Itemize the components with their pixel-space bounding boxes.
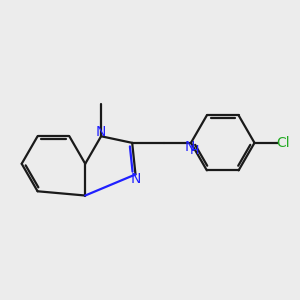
Text: N: N xyxy=(95,125,106,139)
Text: H: H xyxy=(190,143,199,157)
Text: N: N xyxy=(185,140,195,154)
Text: N: N xyxy=(131,172,141,186)
Text: Cl: Cl xyxy=(276,136,290,150)
